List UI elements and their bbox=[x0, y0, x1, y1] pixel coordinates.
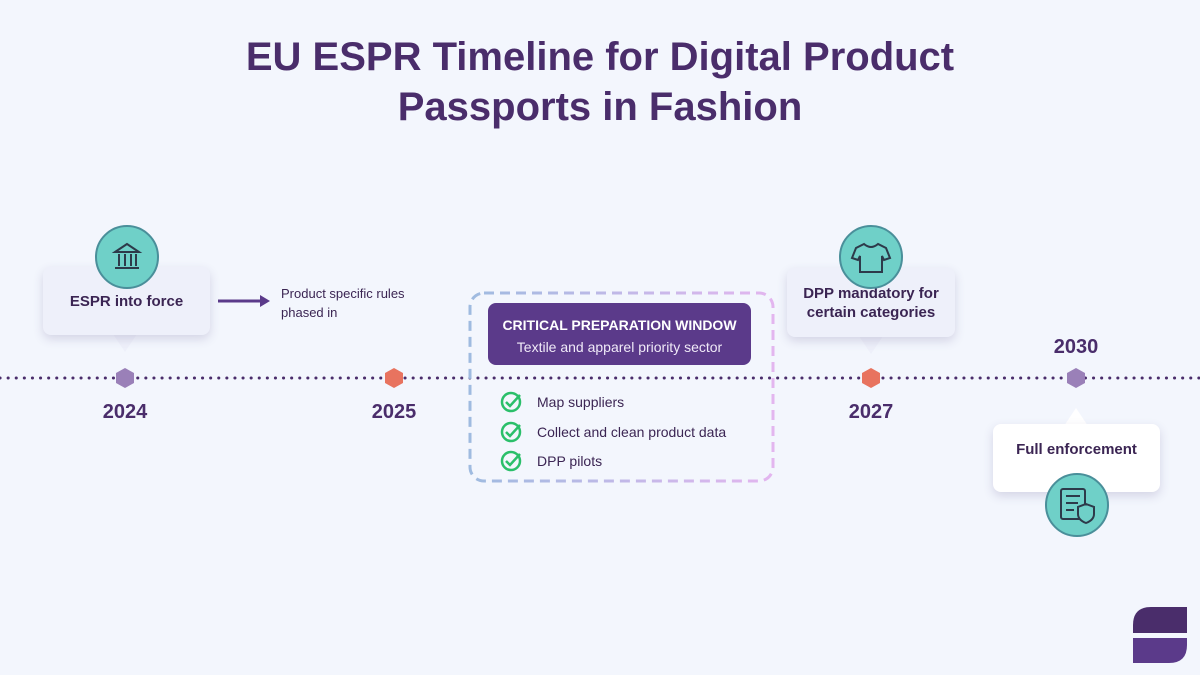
arrow-head bbox=[260, 295, 270, 307]
card-pointer bbox=[859, 336, 883, 354]
milestone-card: Full enforcement bbox=[993, 424, 1160, 492]
milestone-label: ESPR into force bbox=[69, 292, 184, 310]
year-label: 2024 bbox=[102, 401, 148, 423]
check-icons bbox=[500, 391, 522, 472]
checklist-item: DPP pilots bbox=[537, 453, 603, 469]
marker bbox=[1067, 368, 1085, 388]
logo bbox=[1133, 607, 1187, 633]
card-pointer bbox=[1064, 408, 1088, 426]
milestone-label: Full enforcement bbox=[1016, 441, 1137, 458]
title: EU ESPR Timeline for Digital Product Pas… bbox=[245, 35, 955, 129]
card-pointer bbox=[113, 334, 137, 352]
milestone-card: ESPR into force bbox=[43, 267, 210, 335]
year-label: 2025 bbox=[371, 401, 417, 423]
checklist-item: Map suppliers bbox=[537, 394, 625, 410]
window-border bbox=[468, 291, 775, 483]
milestone-card: DPP mandatory for certain categories bbox=[787, 268, 955, 337]
marker bbox=[116, 368, 134, 388]
window-subtitle: Textile and apparel priority sector bbox=[516, 339, 723, 355]
window-title: CRITICAL PREPARATION WINDOW bbox=[502, 317, 737, 333]
year-label: 2030 bbox=[1053, 336, 1099, 358]
checklist-item: Collect and clean product data bbox=[537, 424, 727, 440]
logo bbox=[1133, 638, 1187, 663]
marker bbox=[385, 368, 403, 388]
milestone-note: Product specific rules phased in bbox=[281, 286, 405, 320]
year-label: 2027 bbox=[848, 401, 894, 423]
milestone-label: DPP mandatory for certain categories bbox=[803, 284, 939, 321]
marker bbox=[862, 368, 880, 388]
window-header: CRITICAL PREPARATION WINDOW Textile and … bbox=[488, 303, 751, 365]
